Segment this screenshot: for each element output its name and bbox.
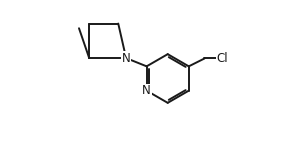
Text: Cl: Cl [216, 52, 228, 65]
Text: N: N [142, 84, 151, 97]
Text: N: N [122, 52, 130, 65]
